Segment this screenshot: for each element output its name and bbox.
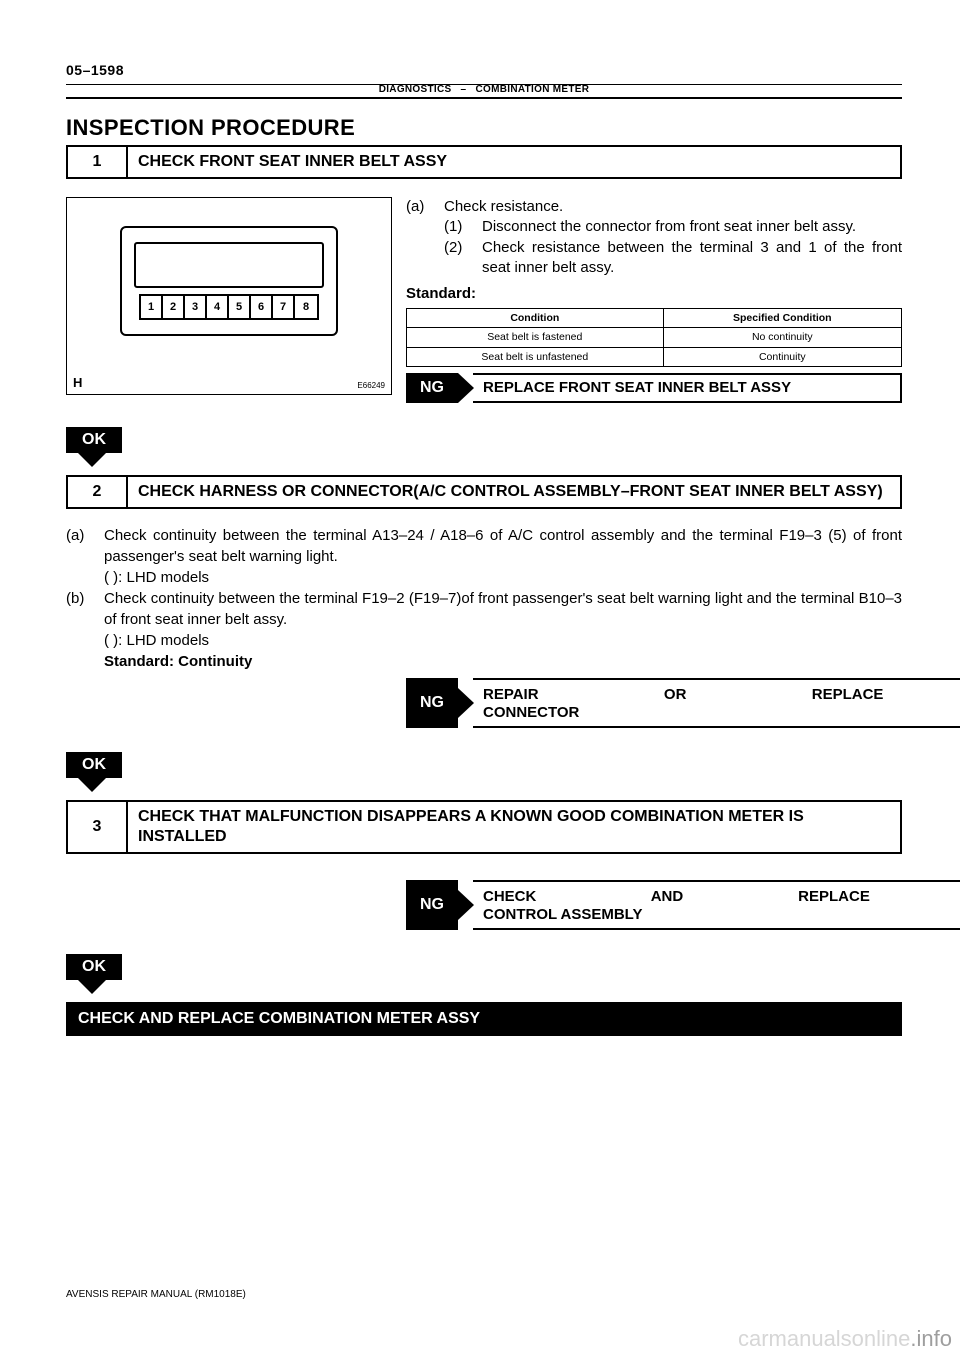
step3-bar: 3 CHECK THAT MALFUNCTION DISAPPEARS A KN… [66, 800, 902, 854]
a1-txt: Disconnect the connector from front seat… [482, 217, 902, 237]
ok-box-3: OK [66, 954, 122, 980]
step1-ng-row: NG REPLACE FRONT SEAT INNER BELT ASSY [406, 373, 902, 403]
section-title: INSPECTION PROCEDURE [66, 115, 902, 141]
ok-arrow-icon-2 [78, 778, 106, 792]
s2-b-note: ( ): LHD models [66, 630, 902, 651]
s2-b-tag: (b) [66, 588, 104, 630]
ng3-l2: CONTROL ASSEMBLY [483, 906, 960, 924]
a2-txt: Check resistance between the terminal 3 … [482, 238, 902, 279]
pin-row: 1 2 3 4 5 6 7 8 [139, 294, 319, 320]
step1-ok: OK [66, 427, 902, 467]
ng-action-2: REPAIR OR REPLACE HARNESS OR CONNECTOR [473, 678, 960, 728]
watermark-b: .info [910, 1326, 952, 1351]
final-bar: CHECK AND REPLACE COMBINATION METER ASSY [66, 1002, 902, 1036]
step3-label: CHECK THAT MALFUNCTION DISAPPEARS A KNOW… [128, 802, 900, 852]
step1-text: (a) Check resistance. (1) Disconnect the… [406, 197, 902, 403]
ng-arrow-icon-3 [458, 890, 474, 920]
step3-num: 3 [68, 802, 128, 852]
ng2-l1: REPAIR OR REPLACE HARNESS OR [483, 686, 960, 703]
ok-arrow-icon [78, 453, 106, 467]
pin-5: 5 [229, 296, 251, 318]
watermark: carmanualsonline.info [730, 1320, 960, 1358]
connector-outline: 1 2 3 4 5 6 7 8 [120, 226, 338, 336]
a2-tag: (2) [444, 238, 482, 279]
ok-box: OK [66, 427, 122, 453]
header-divider: DIAGNOSTICS – COMBINATION METER [66, 84, 902, 99]
step1-label: CHECK FRONT SEAT INNER BELT ASSY [128, 147, 900, 177]
step1-body: 1 2 3 4 5 6 7 8 H E66249 (a) Check resis… [66, 197, 902, 403]
a-txt: Check resistance. [444, 197, 902, 217]
pin-6: 6 [251, 296, 273, 318]
r1c2: No continuity [663, 328, 901, 347]
ng-arrow-icon [458, 373, 474, 403]
pin-2: 2 [163, 296, 185, 318]
diagram-code: E66249 [357, 381, 385, 390]
s2-b-txt: Check continuity between the terminal F1… [104, 588, 902, 630]
header-sep: – [461, 84, 467, 95]
ng-action: REPLACE FRONT SEAT INNER BELT ASSY [473, 373, 902, 403]
step2-bar: 2 CHECK HARNESS OR CONNECTOR(A/C CONTROL… [66, 475, 902, 509]
ng-action-3: CHECK AND REPLACE AIR CONDITIONER CONTRO… [473, 880, 960, 930]
r2c2: Continuity [663, 347, 901, 366]
connector-diagram: 1 2 3 4 5 6 7 8 H E66249 [66, 197, 392, 395]
condition-table: Condition Specified Condition Seat belt … [406, 308, 902, 367]
diagram-h: H [73, 375, 82, 390]
r1c1: Seat belt is fastened [407, 328, 664, 347]
step3-ok: OK [66, 954, 902, 994]
step2-num: 2 [68, 477, 128, 507]
s2-b-std: Standard: Continuity [66, 651, 902, 672]
ng2-l2: CONNECTOR [483, 704, 960, 722]
s2-a-txt: Check continuity between the terminal A1… [104, 525, 902, 567]
r2c1: Seat belt is unfastened [407, 347, 664, 366]
standard-label: Standard: [406, 284, 902, 304]
a-tag: (a) [406, 197, 444, 217]
pin-3: 3 [185, 296, 207, 318]
step3-ng-row: NG CHECK AND REPLACE AIR CONDITIONER CON… [406, 880, 960, 930]
step2-ng-row: NG REPAIR OR REPLACE HARNESS OR CONNECTO… [406, 678, 960, 728]
pin-8: 8 [295, 296, 317, 318]
header-right: COMBINATION METER [476, 84, 590, 95]
th-condition: Condition [407, 309, 664, 328]
watermark-a: carmanualsonline [738, 1326, 910, 1351]
ng-box: NG [406, 373, 458, 403]
ng-box-3: NG [406, 880, 458, 930]
step2-body: (a) Check continuity between the termina… [66, 525, 902, 672]
ng-box-2: NG [406, 678, 458, 728]
ok-box-2: OK [66, 752, 122, 778]
a1-tag: (1) [444, 217, 482, 237]
header-text: DIAGNOSTICS – COMBINATION METER [379, 84, 590, 95]
header-left: DIAGNOSTICS [379, 84, 452, 95]
step1-bar: 1 CHECK FRONT SEAT INNER BELT ASSY [66, 145, 902, 179]
pin-7: 7 [273, 296, 295, 318]
pin-4: 4 [207, 296, 229, 318]
footer: AVENSIS REPAIR MANUAL (RM1018E) [66, 1289, 246, 1300]
s2-a-note: ( ): LHD models [66, 567, 902, 588]
connector-inner [134, 242, 324, 288]
ok-arrow-icon-3 [78, 980, 106, 994]
s2-a-tag: (a) [66, 525, 104, 567]
step1-num: 1 [68, 147, 128, 177]
th-spec: Specified Condition [663, 309, 901, 328]
page-code: 05–1598 [66, 62, 902, 78]
pin-1: 1 [141, 296, 163, 318]
ng3-l1: CHECK AND REPLACE AIR CONDITIONER [483, 888, 960, 905]
step2-label: CHECK HARNESS OR CONNECTOR(A/C CONTROL A… [128, 477, 900, 507]
ng-arrow-icon-2 [458, 688, 474, 718]
step2-ok: OK [66, 752, 902, 792]
